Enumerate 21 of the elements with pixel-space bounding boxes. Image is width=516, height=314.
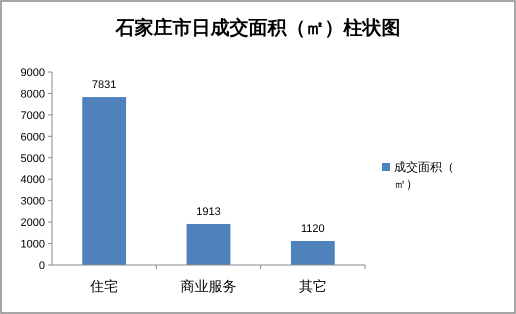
chart-title: 石家庄市日成交面积（㎡）柱状图: [114, 17, 400, 39]
y-tick-label: 2000: [20, 217, 45, 230]
y-tick-label: 7000: [20, 110, 45, 122]
data-label: 7831: [92, 79, 116, 92]
x-tick-label: 住宅: [89, 279, 118, 295]
legend-label: 成交面积（㎡）: [394, 160, 454, 191]
bar: [186, 224, 230, 265]
y-tick-label: 3000: [20, 196, 45, 208]
data-label: 1913: [196, 206, 221, 218]
y-tick-label: 6000: [20, 131, 45, 144]
y-tick-label: 8000: [20, 88, 45, 100]
y-tick-label: 0: [38, 260, 45, 272]
y-tick-label: 9000: [20, 67, 45, 79]
bar: [290, 240, 335, 265]
y-tick-label: 5000: [20, 152, 45, 165]
y-tick-label: 1000: [20, 238, 45, 251]
bar: [82, 97, 126, 265]
y-tick-label: 4000: [20, 174, 45, 186]
data-label: 1120: [301, 222, 325, 235]
x-tick-label: 其它: [298, 279, 327, 295]
x-tick-label: 商业服务: [180, 279, 236, 295]
